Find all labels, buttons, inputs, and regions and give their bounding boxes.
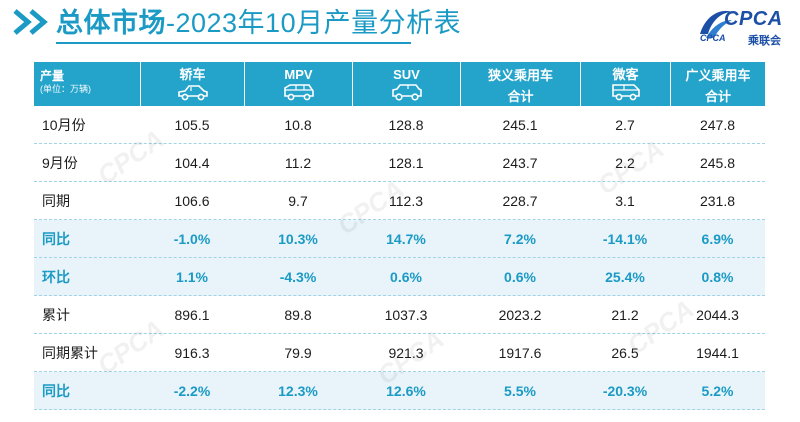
table-cell: 12.6% xyxy=(386,383,426,399)
table-cell: 896.1 xyxy=(174,307,210,323)
table-cell: 12.3% xyxy=(278,383,318,399)
table-cell: 245.1 xyxy=(502,117,538,133)
sedan-icon xyxy=(177,85,208,101)
table-row: 同比 -2.2% 12.3% 12.6% 5.5% -20.3% 5.2% xyxy=(34,372,765,410)
table-cell: 921.3 xyxy=(388,345,424,361)
table-cell: 10.3% xyxy=(278,231,318,247)
table-cell: 89.8 xyxy=(284,307,312,323)
table-cell: 14.7% xyxy=(386,231,426,247)
mpv-icon xyxy=(283,84,314,101)
logo-brand-text: CPCA xyxy=(724,8,783,30)
header-cell-label: 产量 (单位：万辆) xyxy=(34,62,140,106)
table-cell: 21.2 xyxy=(611,307,639,323)
column-header-label: 微客 xyxy=(612,67,639,82)
row-label: 同比 xyxy=(42,231,70,247)
table-cell: -1.0% xyxy=(173,231,211,247)
row-label: 9月份 xyxy=(42,155,78,171)
table-cell: 9.7 xyxy=(288,193,308,209)
table-cell: 25.4% xyxy=(605,269,645,285)
table-cell: 26.5 xyxy=(611,345,639,361)
table-row: 环比 1.1% -4.3% 0.6% 0.6% 25.4% 0.8% xyxy=(34,258,765,296)
table-cell: 2023.2 xyxy=(498,307,542,323)
header-cell-minivan: 微客 xyxy=(580,62,670,106)
table-cell: -2.2% xyxy=(173,383,211,399)
cpca-logo: CPCA CPCA 乘联会 xyxy=(696,4,792,48)
table-row: 同期 106.6 9.7 112.3 228.7 3.1 231.8 xyxy=(34,182,765,220)
table-cell: -14.1% xyxy=(602,231,648,247)
table-cell: 231.8 xyxy=(699,193,736,209)
column-header-label: MPV xyxy=(284,67,313,82)
page-title: 总体市场-2023年10月产量分析表 xyxy=(56,6,461,40)
table-row: 同期累计 916.3 79.9 921.3 1917.6 26.5 1944.1 xyxy=(34,334,765,372)
table-cell: 11.2 xyxy=(284,155,312,171)
table-header-row: 产量 (单位：万辆) 轿车 MPV SUV xyxy=(34,62,765,106)
table-row: 10月份 105.5 10.8 128.8 245.1 2.7 247.8 xyxy=(34,106,765,144)
row-label: 10月份 xyxy=(42,117,86,133)
row-label: 环比 xyxy=(42,269,70,285)
table-cell: 0.6% xyxy=(390,269,422,285)
column-header-label: 狭义乘用车 xyxy=(487,68,553,83)
page-title-strong: 总体市场 xyxy=(56,8,166,38)
logo-sub-text: CPCA xyxy=(700,33,726,43)
table-cell: 247.8 xyxy=(699,117,736,133)
table-cell: 3.1 xyxy=(615,193,635,209)
row-label: 同期 xyxy=(42,193,70,209)
header-cell-mpv: MPV xyxy=(244,62,352,106)
logo-cn-text: 乘联会 xyxy=(748,35,781,47)
table-cell: 916.3 xyxy=(174,345,210,361)
table-cell: 245.8 xyxy=(699,155,736,171)
column-header-label: 广义乘用车 xyxy=(685,68,751,83)
table-cell: 79.9 xyxy=(284,345,312,361)
table-cell: -4.3% xyxy=(279,269,317,285)
table-cell: 7.2% xyxy=(504,231,536,247)
table-cell: 5.2% xyxy=(701,383,734,399)
logo-swoosh-icon xyxy=(700,10,732,38)
column-header-label-line2: 合计 xyxy=(704,89,731,104)
table-cell: 1944.1 xyxy=(696,345,739,361)
table-cell: 104.4 xyxy=(174,155,210,171)
table-cell: 5.5% xyxy=(504,383,536,399)
table-cell: 2.7 xyxy=(615,117,635,133)
header-label: 产量 xyxy=(40,69,65,83)
header-unit: (单位：万辆) xyxy=(40,84,91,94)
table-cell: 10.8 xyxy=(284,117,312,133)
header-cell-suv: SUV xyxy=(352,62,460,106)
header-cell-broad-total: 广义乘用车 合计 xyxy=(670,62,765,106)
table-row: 9月份 104.4 11.2 128.1 243.7 2.2 245.8 xyxy=(34,144,765,182)
header-cell-narrow-total: 狭义乘用车 合计 xyxy=(460,62,580,106)
table-cell: 6.9% xyxy=(701,231,734,247)
table-row: 同比 -1.0% 10.3% 14.7% 7.2% -14.1% 6.9% xyxy=(34,220,765,258)
column-header-label: SUV xyxy=(393,67,420,82)
table-cell: -20.3% xyxy=(602,383,648,399)
column-header-label: 轿车 xyxy=(179,67,206,82)
page-title-light: -2023年10月产量分析表 xyxy=(166,8,462,38)
table-cell: 0.6% xyxy=(504,269,536,285)
row-label: 同比 xyxy=(42,383,70,399)
table-cell: 105.5 xyxy=(174,117,210,133)
table-cell: 2.2 xyxy=(615,155,635,171)
header-cell-sedan: 轿车 xyxy=(140,62,244,106)
table-cell: 228.7 xyxy=(502,193,538,209)
row-label: 累计 xyxy=(42,307,70,323)
production-table: 产量 (单位：万辆) 轿车 MPV SUV xyxy=(34,62,765,413)
title-underline xyxy=(56,42,411,44)
suv-icon xyxy=(391,84,422,101)
table-row: 累计 896.1 89.8 1037.3 2023.2 21.2 2044.3 xyxy=(34,296,765,334)
minivan-icon xyxy=(611,84,640,101)
table-cell: 128.1 xyxy=(388,155,424,171)
table-cell: 1.1% xyxy=(176,269,208,285)
table-cell: 1037.3 xyxy=(384,307,428,323)
table-cell: 0.8% xyxy=(701,269,734,285)
column-header-label-line2: 合计 xyxy=(507,89,534,104)
table-cell: 243.7 xyxy=(502,155,538,171)
double-chevron-icon xyxy=(13,9,48,35)
row-label: 同期累计 xyxy=(42,345,98,361)
table-cell: 112.3 xyxy=(389,193,423,209)
table-cell: 2044.3 xyxy=(696,307,739,323)
table-cell: 1917.6 xyxy=(498,345,542,361)
table-cell: 106.6 xyxy=(174,193,210,209)
table-cell: 128.8 xyxy=(388,117,424,133)
slide-header: 总体市场-2023年10月产量分析表 CPCA CPCA 乘联会 xyxy=(0,0,800,50)
